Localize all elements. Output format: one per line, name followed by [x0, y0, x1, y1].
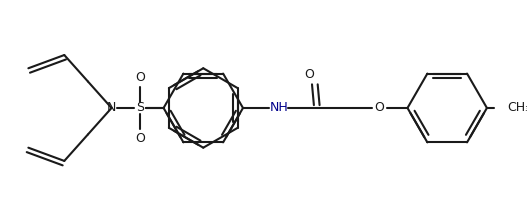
Text: CH₃: CH₃	[507, 101, 527, 114]
Text: O: O	[135, 132, 145, 145]
Text: O: O	[304, 68, 314, 81]
Text: NH: NH	[269, 101, 288, 114]
Text: S: S	[136, 101, 144, 114]
Text: N: N	[107, 101, 116, 114]
Text: O: O	[374, 101, 384, 114]
Text: O: O	[135, 71, 145, 84]
